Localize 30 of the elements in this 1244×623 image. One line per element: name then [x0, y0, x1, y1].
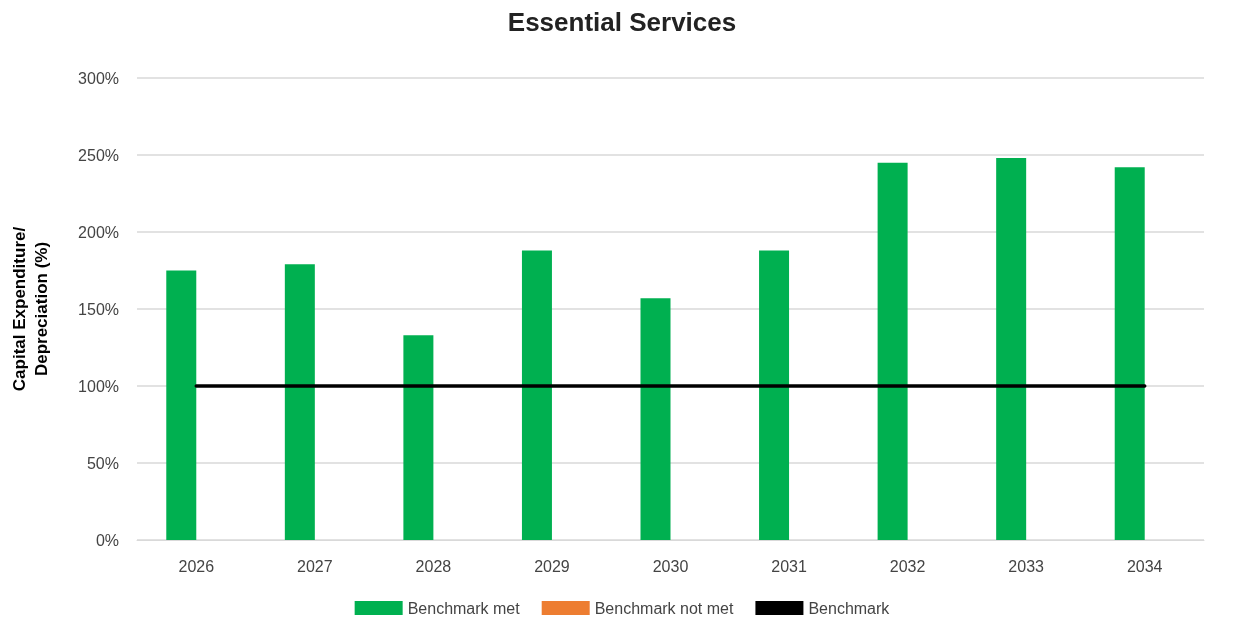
legend-label: Benchmark met [407, 599, 521, 617]
chart-title: Essential Services [507, 7, 737, 37]
x-tick-label: 2033 [1008, 557, 1045, 575]
bar [640, 298, 671, 540]
bar [759, 250, 790, 540]
legend-label: Benchmark [808, 599, 891, 617]
x-tick-label: 2031 [771, 557, 807, 575]
bar [996, 158, 1027, 540]
bar [166, 270, 197, 540]
y-tick-label: 200% [78, 223, 119, 241]
bar [1114, 167, 1145, 540]
x-tick-label: 2027 [297, 557, 333, 575]
x-tick-label: 2026 [178, 557, 215, 575]
y-tick-label: 250% [78, 146, 119, 164]
bar [877, 162, 908, 540]
y-tick-label: 300% [78, 69, 119, 87]
bar [521, 250, 552, 540]
y-tick-label: 100% [78, 377, 119, 395]
x-tick-label: 2034 [1126, 557, 1163, 575]
y-tick-label: 0% [95, 531, 119, 549]
y-axis-title: Capital Expenditure/ Depreciation (%) [9, 226, 51, 392]
y-tick-label: 150% [78, 300, 119, 318]
bar [403, 335, 434, 540]
legend-label: Benchmark not met [594, 599, 734, 617]
x-tick-label: 2029 [534, 557, 570, 575]
x-tick-label: 2030 [652, 557, 689, 575]
bar [284, 264, 315, 540]
x-tick-label: 2028 [415, 557, 452, 575]
x-tick-label: 2032 [889, 557, 926, 575]
y-tick-label: 50% [86, 454, 119, 472]
